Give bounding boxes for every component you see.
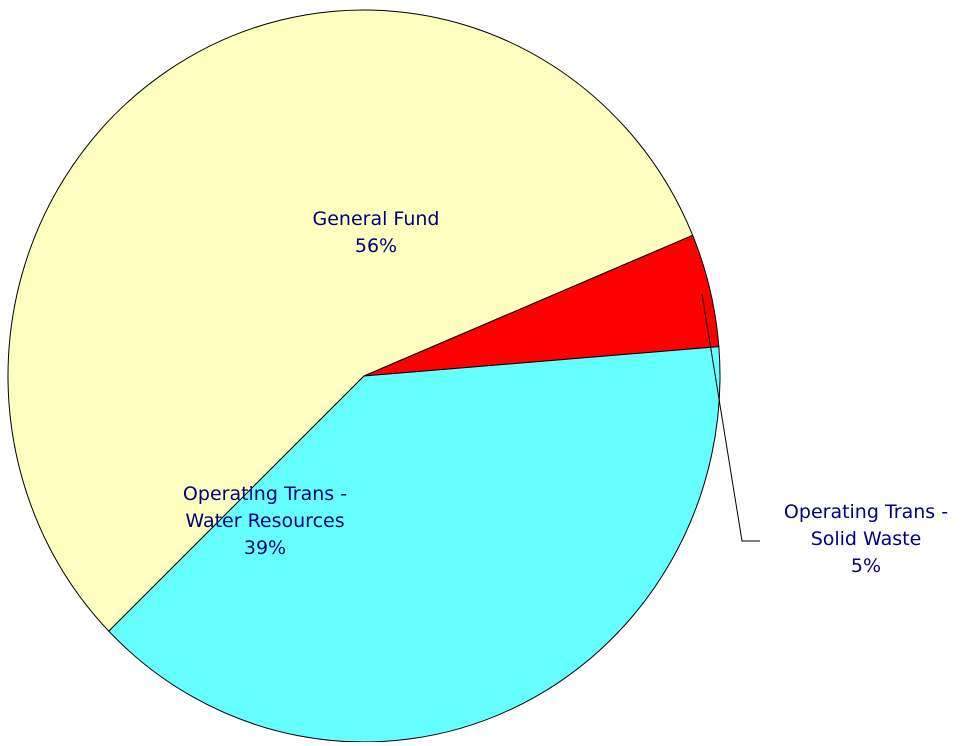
slice-value-label: 39% bbox=[244, 537, 286, 559]
slice-value-label: 5% bbox=[851, 555, 881, 577]
slice-label-general-fund: General Fund 56% bbox=[313, 208, 440, 257]
slice-name-label: Water Resources bbox=[185, 510, 344, 532]
slice-value-label: 56% bbox=[355, 235, 397, 257]
slice-label-operating-trans-water-resources: Operating Trans - Water Resources 39% bbox=[183, 483, 347, 559]
pie-slice-operating-trans-water-resources bbox=[108, 346, 721, 743]
leader-line bbox=[701, 293, 760, 542]
slice-name-label: General Fund bbox=[313, 208, 440, 230]
slice-name-label: Operating Trans - bbox=[784, 501, 948, 523]
pie-slice-general-fund bbox=[7, 9, 694, 632]
slice-label-operating-trans-solid-waste: Operating Trans - Solid Waste 5% bbox=[784, 501, 948, 577]
slice-name-label: Solid Waste bbox=[811, 528, 922, 550]
slice-name-label: Operating Trans - bbox=[183, 483, 347, 505]
